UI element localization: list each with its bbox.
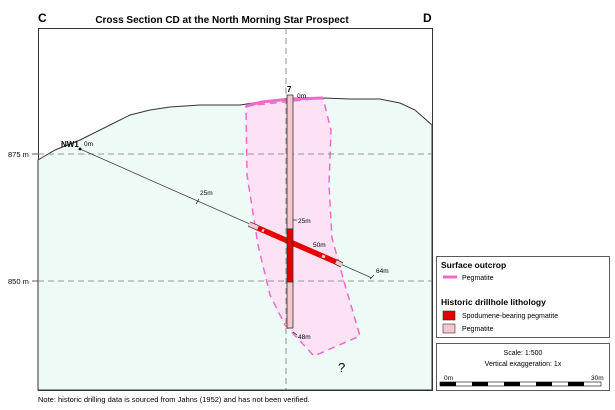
dh7-tick-48m: [292, 331, 298, 336]
legend-pegmatite-label: Pegmatite: [462, 326, 494, 333]
legend-spodumene-label: Spodumene-bearing pegmatite: [462, 313, 558, 320]
pegmatite-zone: [245, 97, 361, 357]
scale-bar-seg-1: [440, 382, 456, 386]
dh7-25m-label: 25m: [298, 218, 311, 225]
drillhole-7-pegmatite-upper: [286, 94, 294, 230]
elevation-label-875: 875 m: [8, 150, 29, 159]
nw1-64m-label: 64m: [376, 268, 389, 275]
corner-label-d: D: [423, 11, 432, 25]
scale-ratio: Scale: 1:500: [504, 350, 543, 357]
scale-bar: [439, 381, 602, 387]
legend-outcrop-item: Pegmatite: [462, 275, 494, 282]
scale-bar-seg-2: [472, 382, 488, 386]
dh7-collar-label: 0m: [297, 93, 306, 100]
data-source-note: Note: historic drilling data is sourced …: [38, 395, 310, 404]
scale-bar-end-label: 30m: [591, 375, 604, 382]
scale-bar-seg-5: [568, 382, 584, 386]
dh7-48m-label: 48m: [298, 334, 311, 341]
legend-lithology-heading: Historic drillhole lithology: [441, 297, 546, 307]
nw1-50m-label: 50m: [313, 242, 326, 249]
drillhole-7-pegmatite-lower: [286, 281, 294, 329]
nw1-pegmatite-interval-1-fill: [248, 222, 259, 230]
diagram-title: Cross Section CD at the North Morning St…: [95, 15, 349, 26]
nw1-mid-inner-b: [321, 254, 326, 259]
dh7-name-label: 7: [287, 85, 292, 94]
corner-label-c: C: [38, 11, 47, 25]
nw1-name-label: NW1: [61, 140, 79, 149]
legend-outcrop-heading: Surface outcrop: [441, 260, 506, 270]
scale-exaggeration: Vertical exaggeration: 1x: [485, 361, 562, 368]
nw1-mid-inner-a: [261, 228, 265, 233]
legend-pegmatite-swatch: [442, 323, 456, 334]
ground-surface: [37, 97, 433, 391]
unknown-extent-mark: ?: [338, 360, 345, 375]
legend-box: [436, 256, 610, 338]
nw1-tick-64m: [369, 274, 375, 280]
drillhole-7-spodumene: [286, 228, 294, 283]
nw1-collar-marker: [78, 147, 82, 151]
legend-spodumene-swatch: [442, 310, 456, 321]
scale-bar-start-label: 0m: [444, 375, 453, 382]
surface-outcrop-line: [245, 96, 324, 108]
nw1-25m-label: 25m: [200, 190, 213, 197]
scale-bar-seg-4: [536, 382, 552, 386]
scale-bar-seg-3: [504, 382, 520, 386]
elevation-label-850: 850 m: [8, 277, 29, 286]
nw1-collar-label: 0m: [84, 141, 93, 148]
nw1-pegmatite-interval-2-fill: [335, 260, 343, 267]
nw1-tick-25m: [195, 198, 200, 205]
